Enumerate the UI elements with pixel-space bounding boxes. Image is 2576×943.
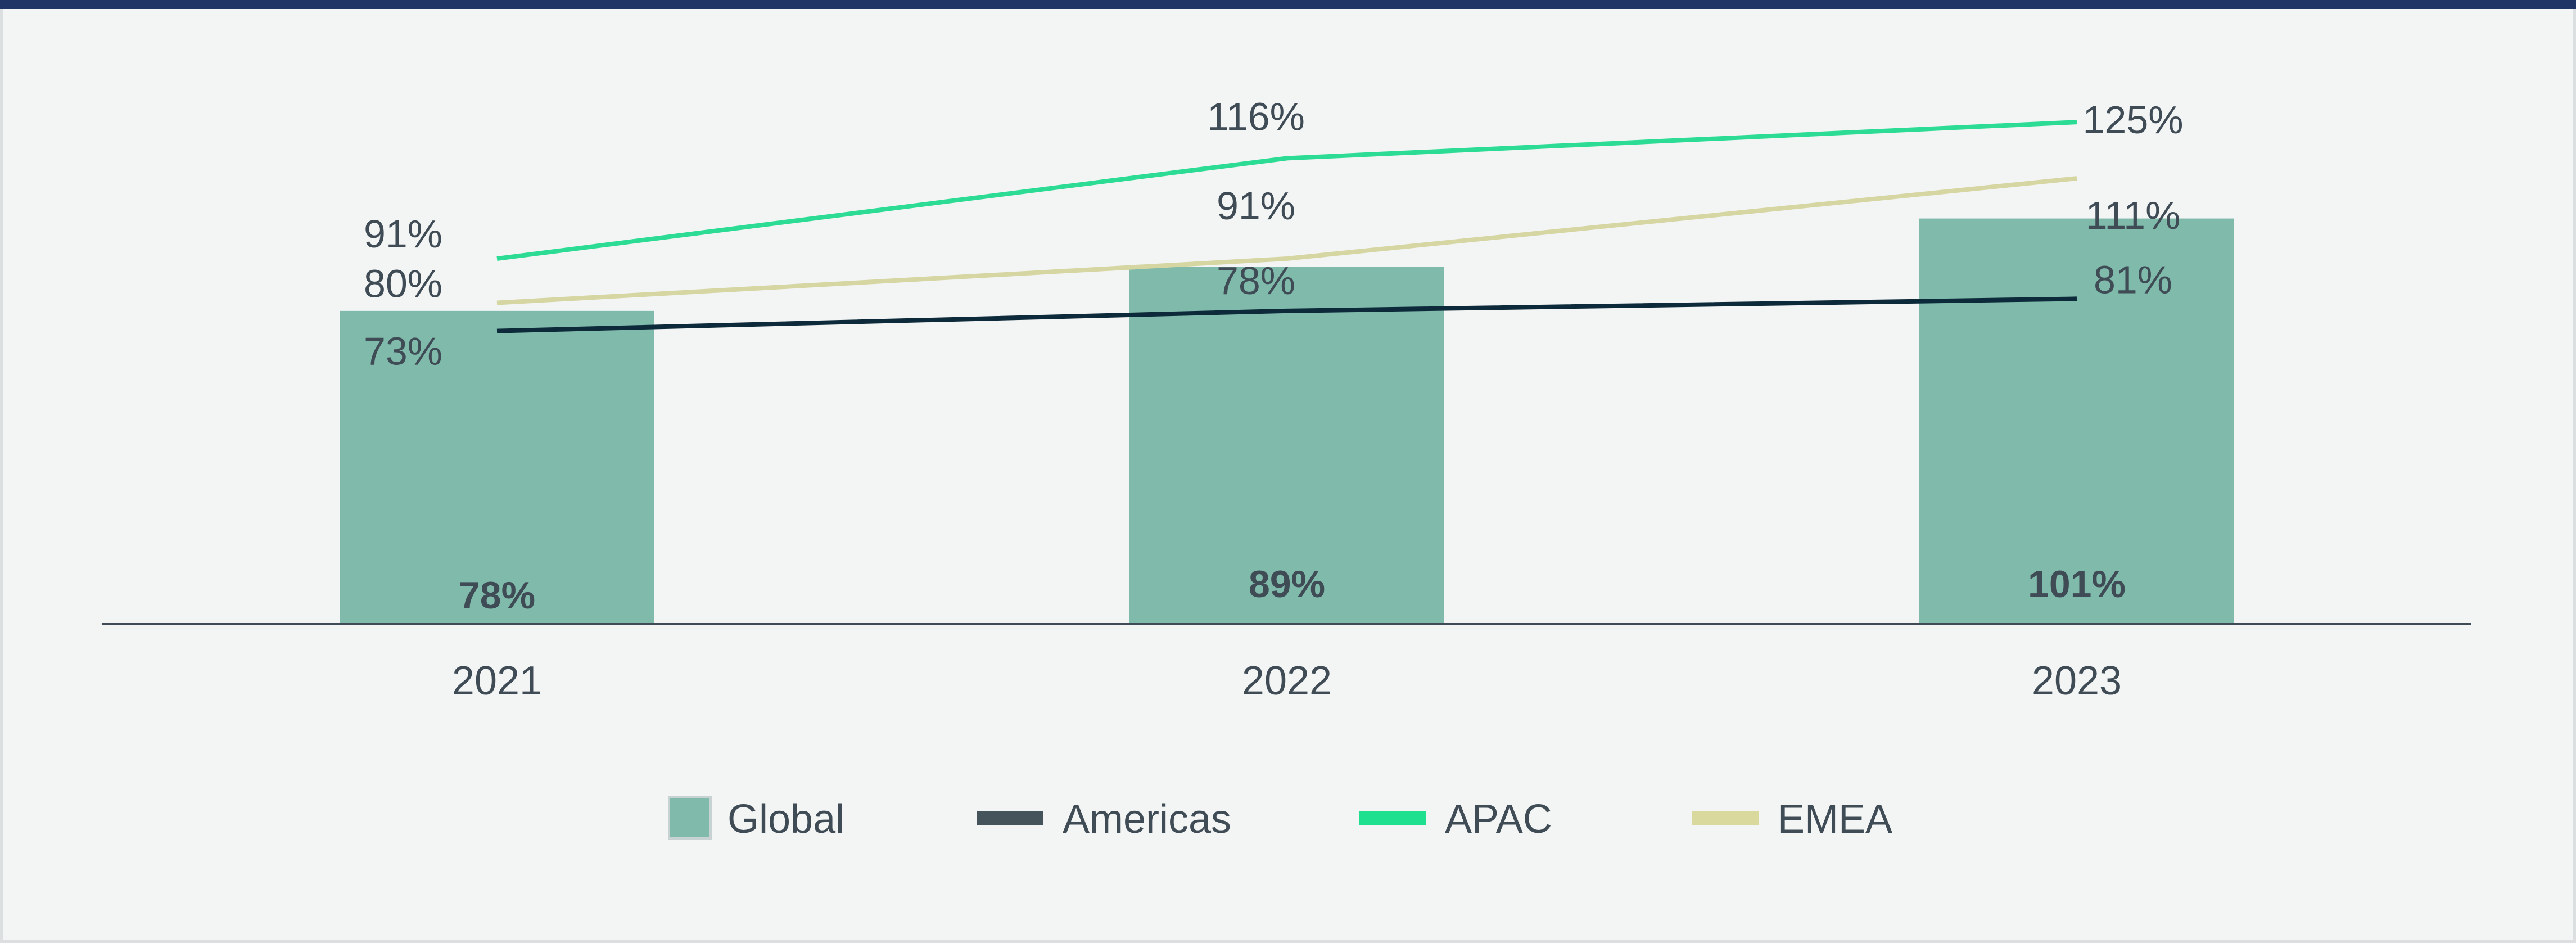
line-value-label-apac: 116%	[1207, 94, 1305, 138]
line-value-label-apac: 125%	[2082, 98, 2183, 142]
legend-item-emea: EMEA	[1692, 797, 1892, 842]
line-value-label-emea: 111%	[2086, 193, 2181, 237]
chart-frame	[0, 9, 2576, 943]
bar-global-2021	[340, 310, 654, 624]
line-labels-layer: 73% 78% 81% 91% 116% 125% 80% 91% 111%	[364, 94, 2184, 373]
bars-layer	[340, 218, 2234, 625]
line-emea	[496, 176, 2077, 305]
legend-label: Americas	[1063, 797, 1231, 842]
legend-label: EMEA	[1778, 797, 1892, 842]
x-tick-label: 2022	[1242, 658, 1332, 703]
line-value-label-americas: 81%	[2094, 258, 2172, 301]
x-tick-label: 2021	[452, 658, 542, 703]
bar-value-label: 89%	[1249, 563, 1325, 606]
lines-layer	[496, 120, 2077, 333]
legend-label: Global	[727, 797, 844, 842]
legend-swatch	[1359, 811, 1426, 825]
legend-swatch	[668, 796, 712, 840]
line-value-label-americas: 73%	[364, 330, 442, 373]
bar-global-2023	[1919, 218, 2234, 625]
legend-item-americas: Americas	[977, 797, 1231, 842]
line-value-label-emea: 80%	[364, 262, 442, 306]
legend-swatch	[1692, 811, 1759, 825]
line-value-label-apac: 91%	[364, 212, 442, 256]
x-tick-label: 2023	[2032, 658, 2122, 703]
line-value-label-americas: 78%	[1217, 259, 1295, 303]
x-tick-labels: 2021 2022 2023	[452, 658, 2122, 703]
legend-item-global: Global	[668, 796, 844, 842]
bar-value-label: 78%	[459, 574, 535, 617]
line-americas	[496, 296, 2077, 333]
line-value-label-emea: 91%	[1217, 184, 1295, 228]
bar-value-label: 101%	[2028, 563, 2126, 606]
legend-label: APAC	[1445, 797, 1552, 842]
legend: Global Americas APAC EMEA	[668, 796, 1892, 842]
top-accent-bar	[0, 0, 2576, 9]
legend-swatch	[977, 811, 1043, 825]
line-apac	[496, 120, 2077, 261]
legend-item-apac: APAC	[1359, 797, 1552, 842]
bar-global-2022	[1129, 267, 1444, 624]
bar-labels-layer: 78% 89% 101%	[459, 563, 2126, 617]
